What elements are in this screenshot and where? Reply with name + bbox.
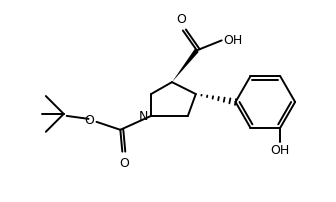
Polygon shape bbox=[172, 49, 199, 82]
Text: O: O bbox=[85, 114, 94, 127]
Text: OH: OH bbox=[224, 34, 243, 47]
Text: OH: OH bbox=[270, 144, 290, 157]
Text: O: O bbox=[119, 157, 129, 170]
Text: N: N bbox=[139, 110, 148, 123]
Text: O: O bbox=[176, 13, 186, 25]
